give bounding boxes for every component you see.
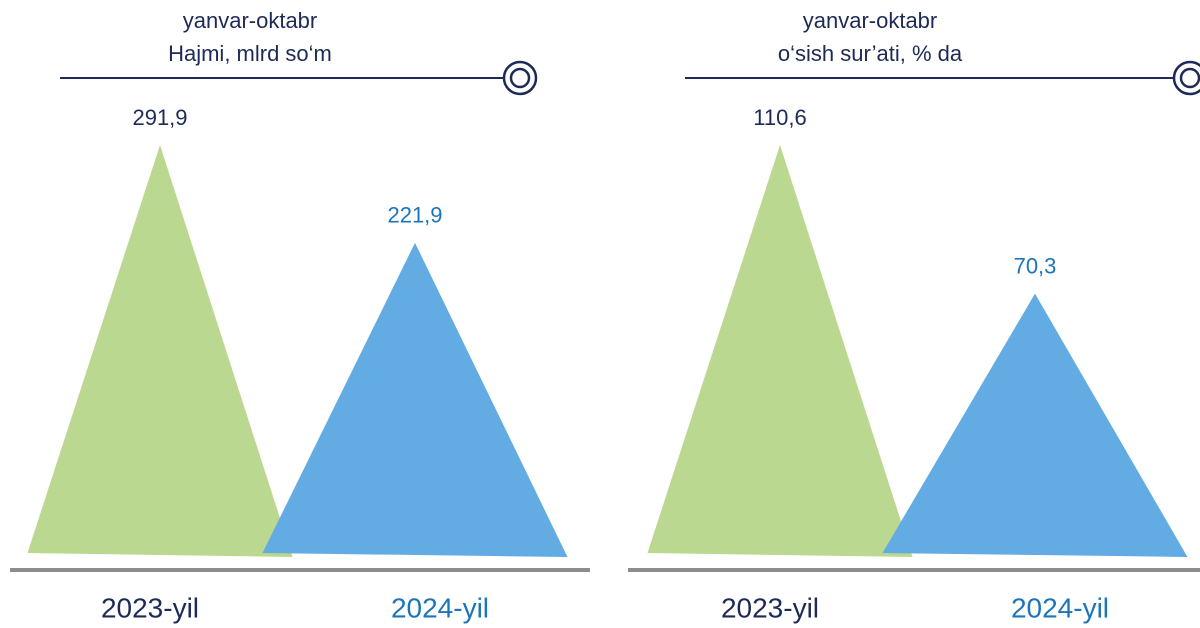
triangle-bar: [882, 293, 1188, 557]
triangle-bar: [27, 145, 293, 557]
category-label: 2024-yil: [391, 592, 489, 623]
chart-title: yanvar-oktabr: [803, 8, 938, 33]
category-label: 2023-yil: [721, 592, 819, 623]
title-icon: [502, 60, 538, 96]
chart-subtitle: o‘sish sur’ati, % da: [778, 41, 963, 66]
value-label: 221,9: [387, 203, 442, 228]
title-icon: [1179, 67, 1200, 89]
category-label: 2024-yil: [1011, 592, 1109, 623]
title-icon: [1172, 60, 1200, 96]
value-label: 110,6: [753, 105, 806, 130]
value-label: 291,9: [132, 105, 187, 130]
chart-subtitle: Hajmi, mlrd so‘m: [168, 41, 332, 66]
chart-title: yanvar-oktabr: [183, 8, 318, 33]
triangle-bar: [647, 145, 913, 557]
title-icon: [509, 67, 531, 89]
value-label: 70,3: [1014, 253, 1057, 278]
triangle-bar: [262, 242, 568, 557]
category-label: 2023-yil: [101, 592, 199, 623]
